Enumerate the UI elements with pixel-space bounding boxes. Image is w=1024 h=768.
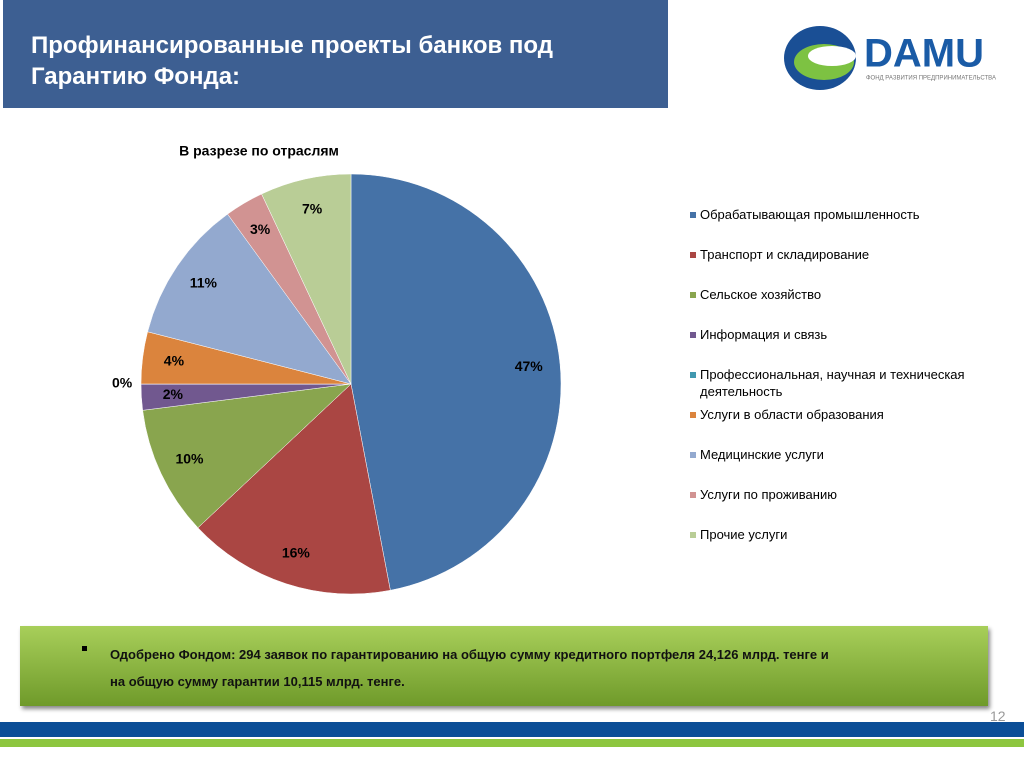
legend-swatch — [690, 212, 696, 218]
legend-swatch — [690, 452, 696, 458]
footer-band — [0, 722, 1024, 737]
note-line: на общую сумму гарантии 10,115 млрд. тен… — [110, 674, 405, 689]
legend-swatch — [690, 292, 696, 298]
legend-swatch — [690, 492, 696, 498]
data-label: 11% — [190, 274, 218, 290]
header: Профинансированные проекты банков под Га… — [3, 0, 668, 108]
legend-item: Профессиональная, научная и техническая … — [690, 366, 1000, 400]
legend-item: Прочие услуги — [690, 526, 787, 543]
chart-title: В разрезе по отраслям — [179, 143, 339, 159]
legend-label: Прочие услуги — [700, 527, 788, 542]
legend-item: Информация и связь — [690, 326, 827, 343]
logo-tagline: ФОНД РАЗВИТИЯ ПРЕДПРИНИМАТЕЛЬСТВА — [866, 76, 996, 82]
chart: В разрезе по отраслям 47% 16% 10% 2% 0% 4% 11%… — [112, 143, 562, 595]
pie-slice — [142, 383, 352, 529]
data-label: 16% — [282, 544, 311, 560]
legend-label: Услуги в области образования — [700, 407, 884, 422]
pie-slice — [261, 173, 352, 385]
footer-band — [0, 739, 1024, 747]
legend-swatch — [690, 372, 696, 378]
data-label: 7% — [302, 201, 323, 217]
legend-label: Медицинские услуги — [700, 447, 824, 462]
legend-label: Обрабатывающая промышленность — [700, 207, 920, 222]
bullet — [82, 646, 87, 651]
legend-label: Профессиональная, научная и техническая … — [700, 367, 965, 399]
slide-title: Профинансированные проекты банков под Га… — [31, 32, 553, 90]
data-label: 4% — [164, 352, 185, 368]
legend-item: Сельское хозяйство — [690, 286, 821, 303]
logo-name: DAMU — [864, 32, 984, 76]
legend-item: Медицинские услуги — [690, 446, 824, 463]
logo: DAMU ФОНД РАЗВИТИЯ ПРЕДПРИНИМАТЕЛЬСТВА — [784, 26, 996, 90]
data-label: 47% — [515, 358, 544, 374]
legend-label: Услуги по проживанию — [700, 487, 837, 502]
pie-slice — [197, 383, 391, 595]
legend-item: Услуги в области образования — [690, 406, 884, 423]
legend-label: Сельское хозяйство — [700, 287, 822, 302]
page-number: 12 — [990, 708, 1006, 724]
pie-slice — [147, 213, 352, 385]
data-label: 3% — [250, 221, 271, 237]
legend-swatch — [690, 532, 696, 538]
note-line: Одобрено Фондом: 294 заявок по гарантиро… — [110, 647, 829, 662]
legend-label: Информация и связь — [700, 327, 828, 342]
data-label: 2% — [163, 386, 184, 402]
legend-item: Услуги по проживанию — [690, 486, 837, 503]
logo-swoosh — [808, 46, 856, 66]
legend-swatch — [690, 412, 696, 418]
legend-swatch — [690, 252, 696, 258]
data-label: 10% — [175, 451, 204, 467]
note-box: Одобрено Фондом: 294 заявок по гарантиро… — [20, 626, 988, 706]
legend-item: Обрабатывающая промышленность — [690, 206, 920, 223]
legend-item: Транспорт и складирование — [690, 246, 869, 263]
data-label: 0% — [112, 375, 133, 391]
pie-slice — [350, 173, 562, 591]
legend-label: Транспорт и складирование — [700, 247, 870, 262]
legend-swatch — [690, 332, 696, 338]
